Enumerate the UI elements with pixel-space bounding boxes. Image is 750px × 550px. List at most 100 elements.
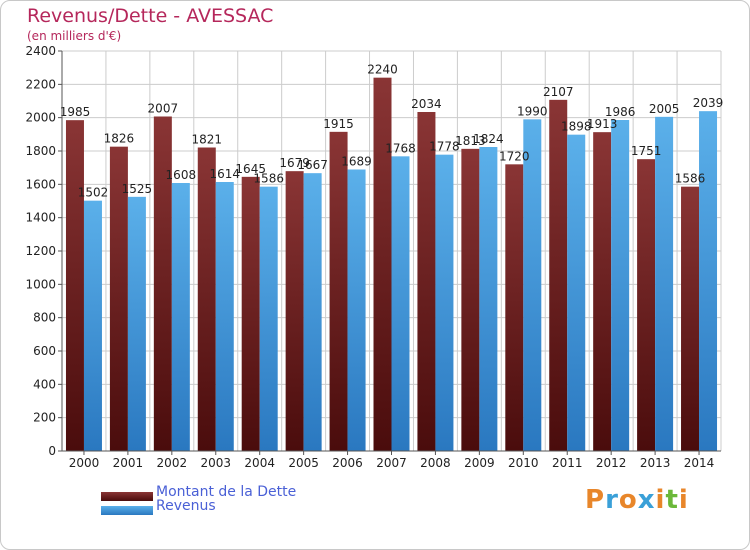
data-label-dette: 1679: [279, 156, 310, 170]
bar-revenus: [567, 134, 586, 451]
bar-revenus: [127, 196, 146, 451]
logo-letter: r: [605, 485, 619, 515]
data-label-revenus: 2039: [693, 96, 724, 110]
bar-dette: [637, 159, 656, 451]
y-tick-label: 2200: [25, 77, 56, 91]
bar-dette: [461, 148, 480, 452]
y-tick-label: 200: [33, 411, 56, 425]
bar-dette: [65, 120, 84, 452]
bars: [65, 77, 718, 452]
x-tick-label: 2001: [113, 456, 144, 470]
y-tick-label: 400: [33, 377, 56, 391]
data-label-dette: 1645: [235, 162, 266, 176]
y-tick-label: 600: [33, 344, 56, 358]
bar-revenus: [655, 116, 674, 451]
bar-revenus: [347, 169, 366, 451]
y-tick-label: 1200: [25, 244, 56, 258]
x-tick-label: 2011: [552, 456, 583, 470]
x-tick-label: 2005: [288, 456, 319, 470]
data-label-dette: 1826: [104, 132, 135, 146]
data-label-revenus: 1898: [561, 120, 592, 134]
bar-revenus: [523, 119, 542, 451]
proxiti-logo: Proxiti: [585, 485, 689, 515]
y-tick-label: 0: [48, 444, 56, 458]
y-tick-label: 1800: [25, 144, 56, 158]
data-label-revenus: 1689: [341, 155, 372, 169]
x-tick-label: 2014: [684, 456, 715, 470]
data-label-dette: 1915: [323, 117, 354, 131]
data-label-revenus: 1990: [517, 104, 548, 118]
data-label-revenus: 1502: [78, 186, 109, 200]
bar-revenus: [479, 147, 498, 451]
x-tick-label: 2008: [420, 456, 451, 470]
data-label-dette: 1813: [455, 134, 486, 148]
x-tick-label: 2007: [376, 456, 407, 470]
y-tick-label: 2400: [25, 44, 56, 58]
bar-dette: [505, 164, 524, 452]
data-label-dette: 1586: [675, 172, 706, 186]
data-label-dette: 1720: [499, 149, 530, 163]
bar-revenus: [215, 182, 234, 451]
x-tick-label: 2012: [596, 456, 627, 470]
logo-letter: o: [618, 485, 638, 515]
y-tick-label: 1000: [25, 277, 56, 291]
x-tick-label: 2010: [508, 456, 539, 470]
y-tick-label: 1600: [25, 177, 56, 191]
bar-dette: [417, 112, 436, 451]
data-label-revenus: 1986: [605, 105, 636, 119]
data-label-revenus: 1667: [297, 158, 328, 172]
bar-dette: [153, 116, 172, 451]
data-label-dette: 2034: [411, 97, 442, 111]
chart-subtitle: (en milliers d'€): [27, 29, 122, 43]
bar-dette: [681, 186, 700, 451]
axes: 0 200 400 600 800 1000 1200 1400 1600 1800 2000 220…: [25, 44, 721, 470]
y-tick-label: 800: [33, 311, 56, 325]
data-label-dette: 1821: [191, 133, 222, 147]
bar-revenus: [303, 173, 322, 451]
data-labels: 1985150218261525200716081821161416451586…: [60, 63, 724, 200]
bar-revenus: [611, 120, 630, 451]
bar-dette: [373, 77, 392, 452]
x-tick-label: 2003: [200, 456, 231, 470]
x-tick-label: 2000: [69, 456, 100, 470]
legend-swatch-revenus: [101, 506, 153, 515]
legend-label-dette: Montant de la Dette: [156, 484, 297, 500]
data-label-dette: 2240: [367, 63, 398, 77]
data-label-revenus: 1525: [122, 182, 153, 196]
x-tick-label: 2013: [640, 456, 671, 470]
bar-revenus: [435, 154, 454, 451]
legend-swatch-dette: [101, 492, 153, 501]
data-label-dette: 1913: [587, 117, 618, 131]
logo-letter: P: [585, 485, 606, 515]
data-label-revenus: 1608: [166, 168, 197, 182]
data-label-dette: 1751: [631, 144, 662, 158]
y-tick-label: 2000: [25, 111, 56, 125]
x-tick-label: 2004: [244, 456, 275, 470]
chart-title: Revenus/Dette - AVESSAC: [27, 5, 274, 27]
bar-revenus: [391, 156, 410, 452]
bar-revenus: [699, 111, 718, 452]
logo-letter: t: [665, 485, 679, 515]
data-label-dette: 1985: [60, 105, 91, 119]
bar-revenus: [171, 183, 190, 451]
logo-letter: x: [637, 485, 656, 515]
data-label-dette: 2107: [543, 85, 574, 99]
bar-dette: [329, 131, 348, 452]
data-label-revenus: 1586: [253, 172, 284, 186]
logo-letter: i: [655, 485, 666, 515]
data-label-revenus: 1614: [209, 167, 240, 181]
data-label-revenus: 1768: [385, 141, 416, 155]
data-label-revenus: 1824: [473, 132, 504, 146]
logo-letter: i: [678, 485, 689, 515]
bar-revenus: [83, 200, 102, 451]
bar-dette: [241, 176, 260, 452]
bar-revenus: [259, 186, 278, 451]
bar-dette: [197, 147, 216, 451]
legend-label-revenus: Revenus: [156, 498, 216, 514]
data-label-revenus: 1778: [429, 140, 460, 154]
bar-dette: [285, 171, 304, 451]
bar-dette: [549, 99, 568, 451]
data-label-revenus: 2005: [649, 102, 680, 116]
bar-dette: [109, 146, 128, 451]
